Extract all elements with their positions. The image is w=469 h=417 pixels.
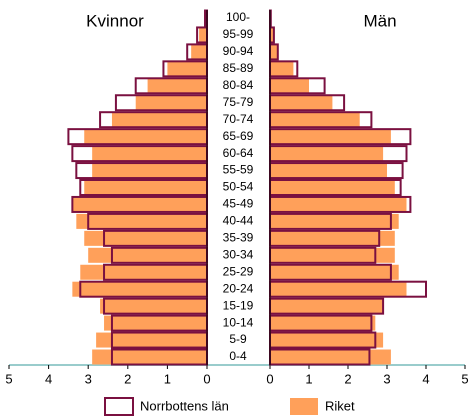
bar <box>270 332 384 348</box>
category-label: 10-14 <box>223 315 254 329</box>
x-tick-label: 1 <box>164 371 171 386</box>
bar <box>135 95 207 111</box>
bar <box>72 281 207 297</box>
bar <box>84 129 207 145</box>
bar <box>92 349 207 365</box>
bar <box>270 213 399 229</box>
category-label: 5-9 <box>229 332 247 346</box>
bar <box>111 112 207 128</box>
x-tick-label: 3 <box>383 371 390 386</box>
bar <box>76 213 207 229</box>
bar <box>270 230 395 246</box>
bar <box>270 281 407 297</box>
category-label: 20-24 <box>223 281 254 295</box>
legend-swatch <box>290 398 318 415</box>
bar <box>88 247 207 263</box>
bar <box>191 44 207 60</box>
category-label: 100- <box>226 10 250 24</box>
x-tick-label: 0 <box>266 371 273 386</box>
x-tick-label: 3 <box>85 371 92 386</box>
bar <box>270 298 384 314</box>
legend-label: Norrbottens län <box>140 398 229 413</box>
bar <box>92 163 207 179</box>
x-tick-label: 4 <box>45 371 52 386</box>
bar <box>270 78 309 94</box>
category-label: 15-19 <box>223 298 254 312</box>
category-label: 80-84 <box>223 78 254 92</box>
bar <box>199 27 207 43</box>
bar <box>100 298 207 314</box>
bar <box>147 78 207 94</box>
bar <box>84 180 207 195</box>
x-tick-label: 1 <box>305 371 312 386</box>
category-label: 35-39 <box>223 231 254 245</box>
bar <box>270 112 360 128</box>
bar <box>270 180 395 195</box>
category-label: 70-74 <box>223 112 254 126</box>
bar <box>84 230 207 246</box>
x-tick-label: 2 <box>344 371 351 386</box>
x-tick-label: 4 <box>422 371 429 386</box>
legend-swatch <box>104 397 134 416</box>
bar <box>270 129 391 145</box>
panel-title: Män <box>363 11 396 30</box>
bar <box>270 61 294 77</box>
bar <box>270 27 274 43</box>
panel-title: Kvinnor <box>86 11 144 30</box>
category-label: 65-69 <box>223 129 254 143</box>
category-label: 25-29 <box>223 264 254 278</box>
x-tick-label: 2 <box>124 371 131 386</box>
bar <box>72 196 207 212</box>
category-label: 95-99 <box>223 27 254 41</box>
legend-label: Riket <box>325 398 355 413</box>
category-label: 75-79 <box>223 95 254 109</box>
bar <box>270 95 333 111</box>
x-tick-label: 0 <box>203 371 210 386</box>
bar <box>92 146 207 162</box>
category-label: 55-59 <box>223 163 254 177</box>
bar <box>270 349 391 365</box>
category-label: 60-64 <box>223 146 254 160</box>
category-label: 50-54 <box>223 180 254 194</box>
bar <box>270 315 376 331</box>
x-tick-label: 5 <box>461 371 468 386</box>
x-tick-label: 5 <box>5 371 12 386</box>
bar <box>270 196 407 212</box>
bar <box>167 61 207 77</box>
bar <box>270 264 399 280</box>
category-label: 30-34 <box>223 247 254 261</box>
category-label: 45-49 <box>223 197 254 211</box>
bar <box>270 163 387 179</box>
category-label: 85-89 <box>223 61 254 75</box>
category-label: 90-94 <box>223 44 254 58</box>
category-label: 0-4 <box>229 349 247 363</box>
bar <box>270 146 384 162</box>
bar <box>104 315 207 331</box>
bar <box>270 247 395 263</box>
bar <box>80 264 207 280</box>
bar <box>270 44 278 60</box>
bar <box>96 332 207 348</box>
category-label: 40-44 <box>223 214 254 228</box>
